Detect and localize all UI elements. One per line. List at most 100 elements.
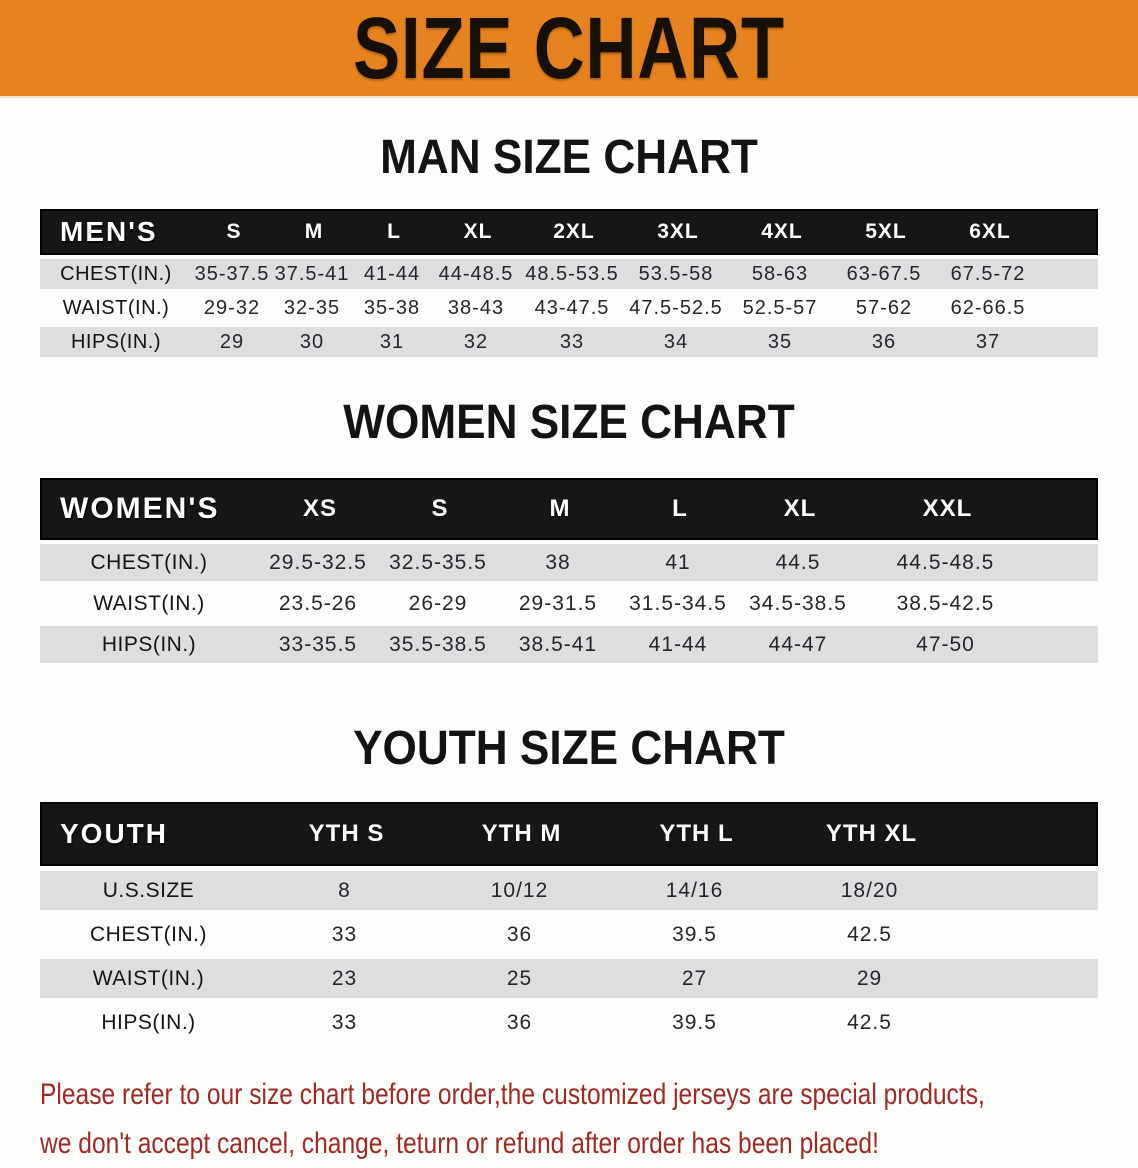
row-label: WAIST(IN.) bbox=[62, 296, 170, 319]
size-column-header: YTH L bbox=[659, 820, 734, 847]
table-header-label-womens: WOMEN'S bbox=[60, 492, 220, 525]
table-row: WAIST(IN.) 29-32 32-35 35-38 38-43 43-47.5 47.… bbox=[40, 293, 1098, 323]
size-value: 38.5-42.5 bbox=[896, 591, 995, 615]
size-value: 44-47 bbox=[768, 632, 828, 656]
disclaimer-line-1: Please refer to our size chart before or… bbox=[40, 1078, 985, 1111]
size-column-header: XL bbox=[783, 495, 817, 522]
size-value: 41-44 bbox=[363, 262, 421, 285]
size-value: 36 bbox=[506, 1010, 533, 1034]
size-value: 33 bbox=[331, 922, 358, 946]
size-value: 8 bbox=[338, 878, 351, 902]
size-value: 31.5-34.5 bbox=[629, 591, 727, 615]
size-value: 33-35.5 bbox=[278, 632, 358, 656]
size-column-header: M bbox=[304, 220, 324, 243]
table-header-label-youth: YOUTH bbox=[60, 818, 168, 849]
size-value: 23 bbox=[331, 966, 358, 990]
row-label: HIPS(IN.) bbox=[101, 632, 197, 656]
size-value: 29.5-32.5 bbox=[269, 550, 367, 574]
size-chart-sections: MAN SIZE CHART MEN'S S M L XL 2XL 3XL 4XL 5XL 6XL C… bbox=[0, 130, 1138, 1042]
size-value: 37.5-41 bbox=[274, 262, 350, 285]
row-label: WAIST(IN.) bbox=[93, 591, 205, 615]
row-label: CHEST(IN.) bbox=[90, 922, 207, 946]
size-column-header: XL bbox=[463, 220, 493, 243]
row-label: HIPS(IN.) bbox=[70, 330, 162, 353]
size-value: 30 bbox=[299, 330, 325, 353]
banner: SIZE CHART bbox=[0, 0, 1138, 98]
page-title: SIZE CHART bbox=[353, 0, 785, 97]
size-value: 67.5-72 bbox=[950, 262, 1026, 285]
section-heading-mens: MAN SIZE CHART bbox=[380, 131, 758, 184]
size-value: 62-66.5 bbox=[950, 296, 1026, 319]
size-value: 44.5 bbox=[775, 550, 821, 574]
row-label: HIPS(IN.) bbox=[101, 1010, 196, 1034]
table-row: WAIST(IN.) 23 25 27 29 bbox=[40, 959, 1098, 998]
size-value: 39.5 bbox=[672, 922, 717, 946]
table-row: CHEST(IN.) 35-37.5 37.5-41 41-44 44-48.5 48.5… bbox=[40, 259, 1098, 289]
table-header-youth: YOUTH YTH S YTH M YTH L YTH XL bbox=[40, 802, 1098, 866]
size-column-header: YTH S bbox=[308, 820, 385, 847]
size-value: 32 bbox=[463, 330, 489, 353]
size-value: 32-35 bbox=[283, 296, 341, 319]
size-value: 32.5-35.5 bbox=[389, 550, 487, 574]
table-row: CHEST(IN.) 29.5-32.5 32.5-35.5 38 41 44.5 44.5… bbox=[40, 544, 1098, 581]
table-row: HIPS(IN.) 33-35.5 35.5-38.5 38.5-41 41-44 44-… bbox=[40, 626, 1098, 663]
row-label: CHEST(IN.) bbox=[60, 262, 172, 285]
size-value: 27 bbox=[681, 966, 708, 990]
size-value: 36 bbox=[506, 922, 533, 946]
size-value: 33 bbox=[559, 330, 585, 353]
table-row: CHEST(IN.) 33 36 39.5 42.5 bbox=[40, 915, 1098, 954]
disclaimer-line-2: we don't accept cancel, change, teturn o… bbox=[40, 1127, 879, 1160]
size-value: 39.5 bbox=[672, 1010, 717, 1034]
size-table-mens: MEN'S S M L XL 2XL 3XL 4XL 5XL 6XL CHEST(IN.) 35-37… bbox=[40, 209, 1098, 357]
size-column-header: XS bbox=[302, 495, 337, 522]
row-label: WAIST(IN.) bbox=[92, 966, 205, 990]
table-header-label-mens: MEN'S bbox=[60, 216, 158, 247]
size-value: 29-31.5 bbox=[518, 591, 598, 615]
section-mens: MAN SIZE CHART MEN'S S M L XL 2XL 3XL 4XL 5XL 6XL C… bbox=[0, 130, 1138, 357]
size-value: 63-67.5 bbox=[846, 262, 922, 285]
size-value: 47-50 bbox=[916, 632, 975, 656]
table-row: HIPS(IN.) 29 30 31 32 33 34 35 36 37 bbox=[40, 327, 1098, 357]
size-value: 38-43 bbox=[447, 296, 505, 319]
table-row: U.S.SIZE 8 10/12 14/16 18/20 bbox=[40, 871, 1098, 910]
size-value: 48.5-53.5 bbox=[525, 262, 619, 285]
size-value: 10/12 bbox=[490, 878, 549, 902]
size-column-header: 5XL bbox=[865, 220, 907, 243]
size-value: 53.5-58 bbox=[638, 262, 714, 285]
size-column-header: M bbox=[549, 495, 571, 522]
size-value: 44.5-48.5 bbox=[896, 550, 995, 574]
size-value: 42.5 bbox=[847, 922, 892, 946]
size-table-womens: WOMEN'S XS S M L XL XXL CHEST(IN.) 29.5-32.5 32.5… bbox=[40, 478, 1098, 663]
size-value: 23.5-26 bbox=[278, 591, 358, 615]
section-heading-youth: YOUTH SIZE CHART bbox=[353, 722, 785, 775]
section-heading-womens: WOMEN SIZE CHART bbox=[343, 396, 795, 449]
size-value: 41-44 bbox=[648, 632, 708, 656]
size-value: 41 bbox=[665, 550, 691, 574]
size-column-header: S bbox=[431, 495, 449, 522]
size-column-header: 3XL bbox=[657, 220, 699, 243]
size-column-header: 2XL bbox=[553, 220, 595, 243]
size-value: 57-62 bbox=[855, 296, 913, 319]
size-value: 35-37.5 bbox=[194, 262, 270, 285]
size-value: 34 bbox=[663, 330, 689, 353]
size-column-header: L bbox=[672, 495, 688, 522]
size-column-header: YTH M bbox=[481, 820, 562, 847]
section-youth: YOUTH SIZE CHART YOUTH YTH S YTH M YTH L YTH … bbox=[0, 721, 1138, 1042]
size-value: 31 bbox=[379, 330, 405, 353]
table-row: WAIST(IN.) 23.5-26 26-29 29-31.5 31.5-34.5 34… bbox=[40, 585, 1098, 622]
size-value: 34.5-38.5 bbox=[749, 591, 847, 615]
size-column-header: S bbox=[226, 220, 242, 243]
size-value: 14/16 bbox=[665, 878, 724, 902]
size-value: 44-48.5 bbox=[438, 262, 514, 285]
section-womens: WOMEN SIZE CHART WOMEN'S XS S M L XL XXL CHEST(I… bbox=[0, 395, 1138, 663]
size-value: 33 bbox=[331, 1010, 358, 1034]
size-value: 42.5 bbox=[847, 1010, 892, 1034]
size-value: 35-38 bbox=[363, 296, 421, 319]
size-value: 43-47.5 bbox=[534, 296, 610, 319]
size-value: 25 bbox=[506, 966, 533, 990]
size-value: 35.5-38.5 bbox=[389, 632, 487, 656]
table-row: HIPS(IN.) 33 36 39.5 42.5 bbox=[40, 1003, 1098, 1042]
row-label: U.S.SIZE bbox=[102, 878, 195, 902]
size-value: 29 bbox=[856, 966, 883, 990]
